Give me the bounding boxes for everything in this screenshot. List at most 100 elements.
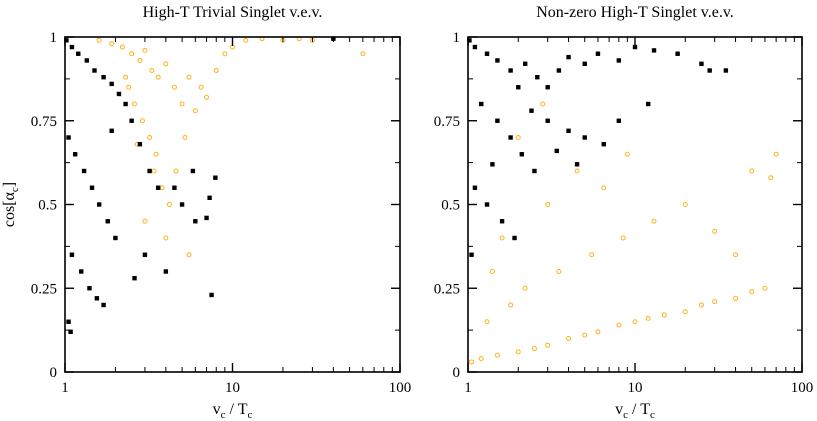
- data-point: [540, 101, 546, 107]
- data-point: [522, 285, 528, 291]
- data-point: [222, 51, 228, 57]
- data-point: [651, 48, 657, 53]
- data-point: [66, 319, 71, 324]
- y-tick-label: 0.25: [434, 281, 460, 297]
- data-point: [712, 299, 718, 305]
- data-point: [132, 276, 137, 281]
- data-point: [545, 342, 551, 348]
- data-point: [508, 135, 513, 140]
- data-point: [519, 152, 525, 157]
- data-point: [762, 285, 768, 291]
- series-1: [467, 38, 729, 257]
- data-point: [101, 75, 106, 80]
- data-point: [529, 108, 534, 113]
- data-point: [172, 185, 177, 190]
- data-point: [508, 302, 514, 308]
- y-axis-label: cos[αc]: [1, 182, 21, 227]
- data-point: [574, 162, 580, 167]
- y-tick-label: 0: [50, 365, 58, 381]
- data-point: [566, 336, 572, 341]
- data-point: [171, 84, 177, 90]
- data-point: [478, 356, 484, 362]
- data-point: [207, 195, 212, 200]
- data-point: [116, 91, 122, 97]
- data-point: [682, 202, 688, 207]
- data-point: [142, 252, 148, 257]
- data-point: [768, 175, 774, 181]
- data-point: [566, 54, 571, 60]
- data-point: [87, 286, 92, 291]
- data-point: [96, 202, 102, 207]
- data-point: [243, 37, 249, 43]
- data-point: [616, 118, 622, 123]
- data-point: [204, 94, 210, 100]
- data-point: [129, 51, 135, 57]
- data-point: [601, 142, 606, 147]
- data-point: [142, 218, 148, 224]
- data-point: [479, 101, 484, 107]
- data-point: [472, 44, 478, 50]
- data-point: [153, 151, 159, 157]
- data-point: [89, 185, 95, 190]
- data-point: [749, 289, 755, 295]
- x-tick-label: 100: [389, 380, 412, 396]
- data-point: [574, 168, 580, 174]
- data-point: [109, 81, 114, 87]
- y-tick-label: 0.75: [434, 114, 460, 130]
- data-point: [213, 68, 219, 73]
- data-point: [582, 135, 587, 140]
- data-point: [620, 235, 626, 241]
- x-tick-label: 10: [628, 380, 643, 396]
- data-point: [163, 235, 169, 241]
- data-point: [595, 329, 601, 335]
- plot-area: [468, 37, 802, 372]
- data-point: [132, 101, 138, 107]
- data-point: [616, 322, 622, 328]
- data-point: [545, 202, 551, 207]
- data-point: [79, 269, 84, 274]
- data-point: [582, 61, 587, 66]
- data-point: [632, 319, 638, 325]
- data-point: [712, 228, 718, 234]
- data-point: [163, 269, 169, 274]
- data-point: [94, 296, 100, 301]
- data-point: [182, 135, 188, 140]
- data-point: [484, 51, 490, 56]
- data-point: [733, 252, 739, 258]
- data-point: [707, 68, 712, 73]
- data-point: [699, 61, 704, 66]
- data-point: [682, 309, 688, 315]
- y-tick-label: 0: [453, 365, 461, 381]
- data-point: [582, 332, 588, 338]
- data-point: [556, 269, 562, 274]
- data-point: [64, 38, 69, 43]
- data-point: [522, 61, 528, 66]
- data-point: [84, 58, 90, 63]
- data-point: [675, 51, 680, 56]
- y-tick-label: 1: [50, 30, 58, 46]
- data-point: [69, 252, 75, 257]
- data-point: [698, 302, 704, 308]
- data-point: [495, 118, 500, 123]
- data-point: [179, 101, 185, 107]
- data-point: [123, 101, 128, 107]
- data-point: [155, 185, 161, 190]
- data-point: [469, 359, 475, 365]
- data-point: [646, 101, 651, 107]
- x-tick-label: 1: [464, 380, 472, 396]
- data-point: [81, 168, 87, 174]
- left-scatter-panel: 1 10 100 0 0.25 0.5 0.75 1 High-T Trivial Single…: [1, 4, 411, 421]
- data-point: [147, 168, 152, 174]
- data-point: [186, 74, 192, 80]
- data-point: [360, 51, 366, 57]
- data-point: [516, 85, 521, 90]
- data-point: [101, 302, 106, 308]
- data-point: [545, 118, 550, 123]
- data-point: [484, 202, 490, 207]
- data-point: [192, 108, 198, 114]
- x-tick-label: 1: [61, 380, 69, 396]
- data-point: [535, 75, 540, 80]
- data-point: [105, 219, 110, 224]
- data-point: [198, 84, 204, 90]
